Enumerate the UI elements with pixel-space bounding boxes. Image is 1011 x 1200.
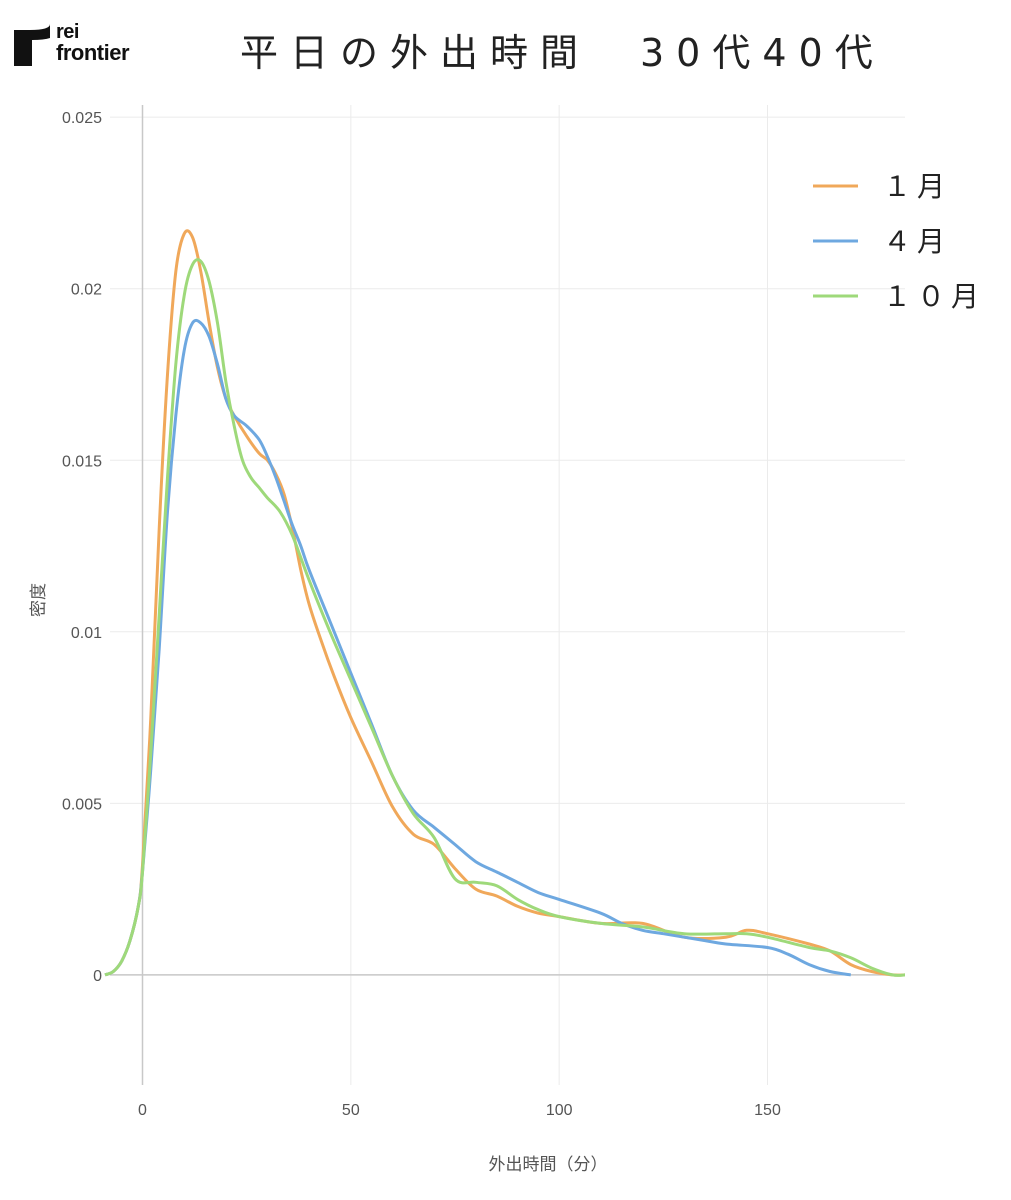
brand-logo: rei frontier (14, 22, 154, 72)
legend-label: ４月 (883, 225, 951, 258)
legend: １月 ４月 １０月 (813, 170, 985, 313)
y-tick-label: 0.005 (62, 796, 102, 813)
x-tick-label: 50 (342, 1102, 360, 1119)
axis-layer (110, 105, 905, 1085)
legend-label: １月 (883, 170, 951, 203)
x-tick-label: 0 (138, 1102, 147, 1119)
y-axis-label: 密度 (29, 583, 49, 617)
x-tick-label: 150 (754, 1102, 781, 1119)
y-tick-label: 0.01 (71, 625, 102, 642)
logo-text-line1: rei (56, 21, 79, 43)
series-layer (104, 229, 906, 977)
density-line-series-1 (104, 229, 906, 977)
x-axis-label: 外出時間（分） (489, 1155, 608, 1175)
y-tick-label: 0.015 (62, 453, 102, 470)
density-line-series-3 (104, 258, 906, 977)
y-tick-label: 0.025 (62, 110, 102, 127)
y-tick-label: 0 (93, 968, 102, 985)
chart-title: 平日の外出時間 30代40代 (240, 31, 885, 75)
logo-mark-icon (14, 24, 50, 66)
legend-label: １０月 (883, 280, 985, 313)
density-line-series-2 (104, 318, 852, 977)
y-tick-label: 0.02 (71, 282, 102, 299)
x-tick-label: 100 (546, 1102, 573, 1119)
tick-layer: 0 50 100 150 0 0.005 0.01 0.015 0.02 0.025 (62, 110, 781, 1119)
logo-text-line2: frontier (56, 40, 130, 65)
